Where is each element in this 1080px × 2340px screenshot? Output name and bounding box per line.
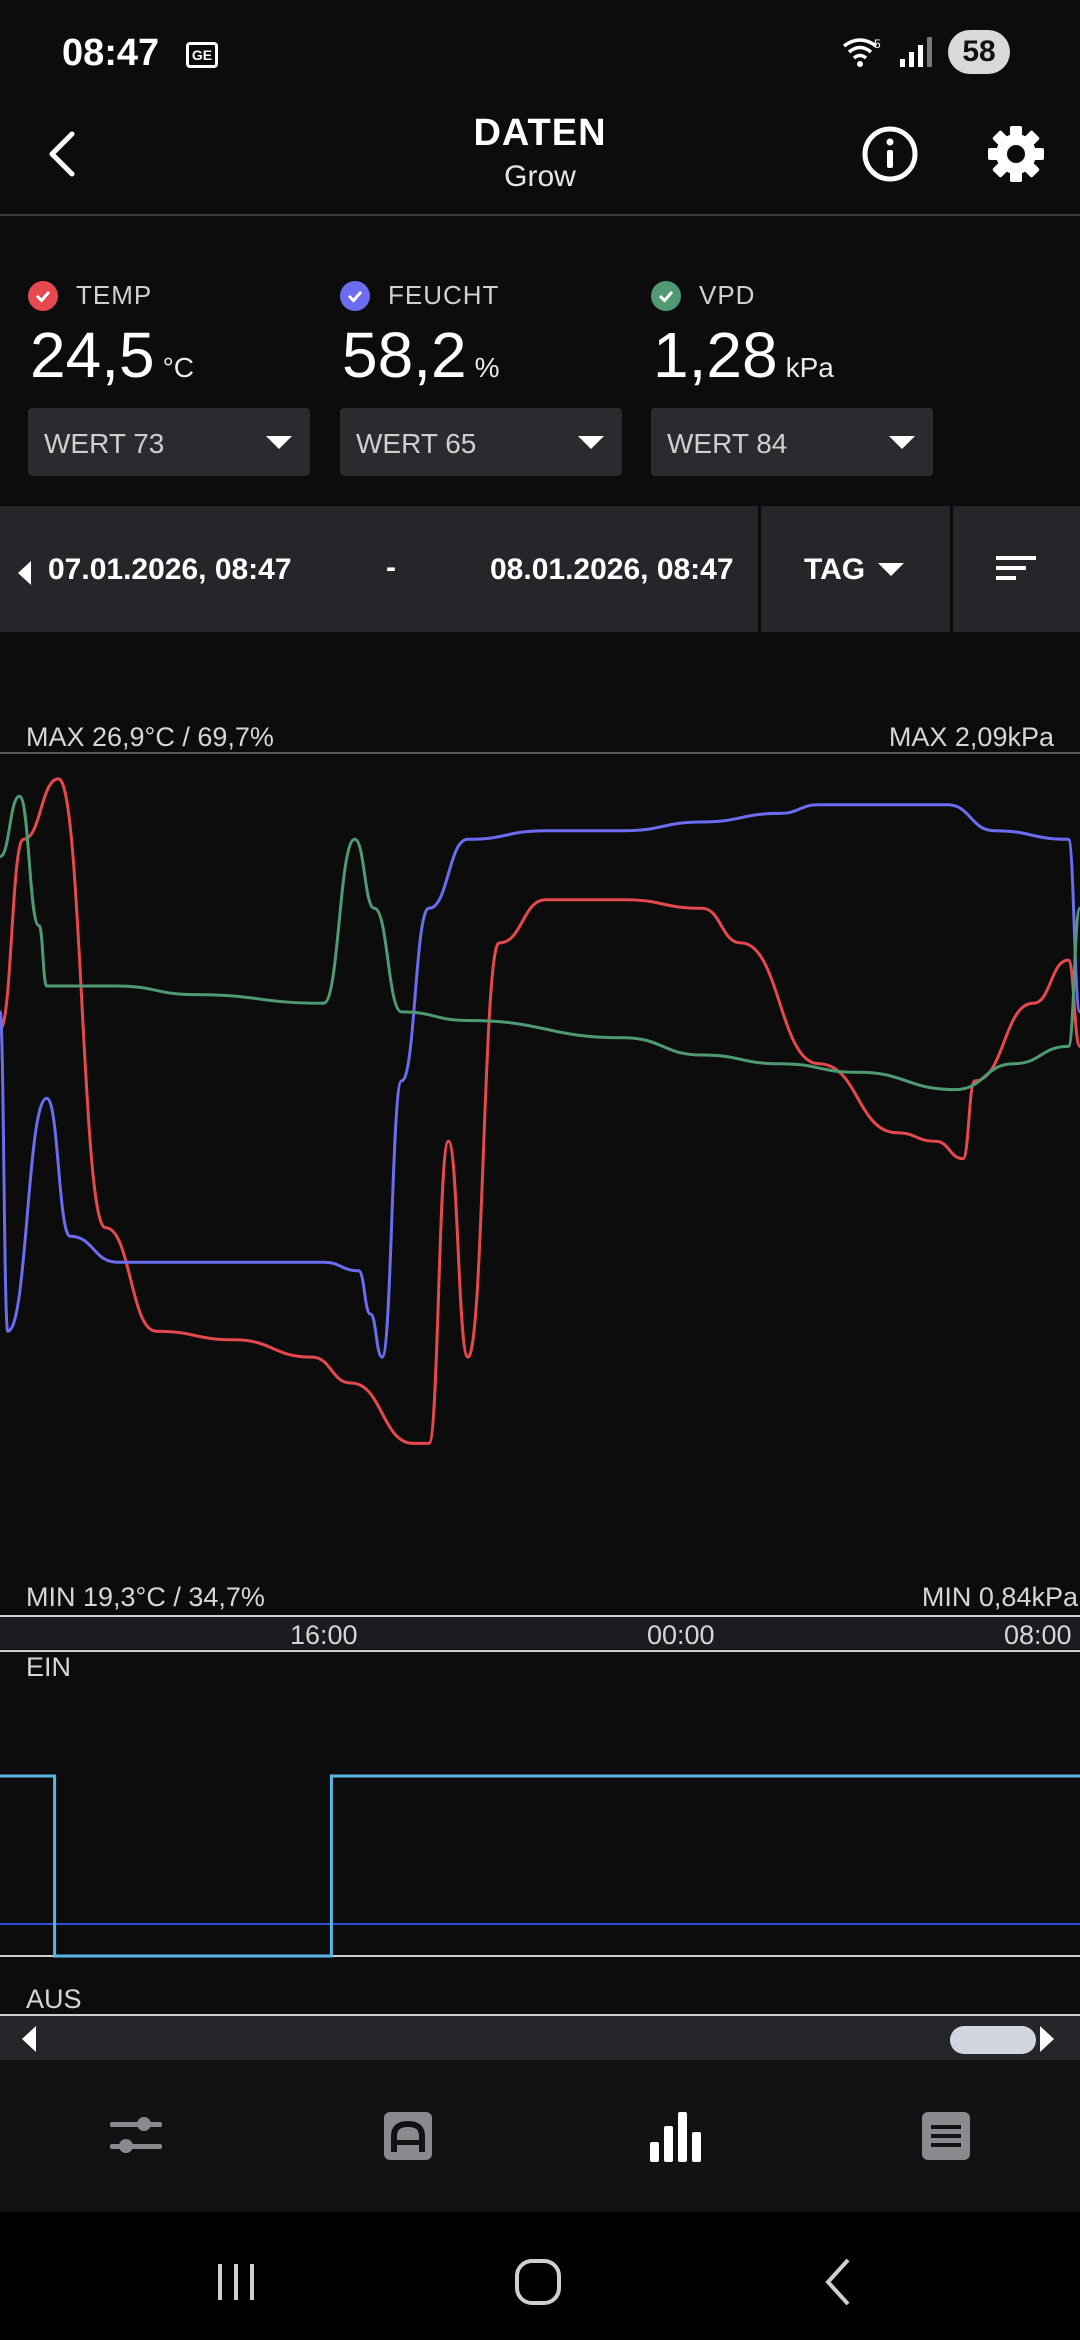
time-tick-label: 00:00 [647,1620,715,1650]
range-prev-arrow-icon[interactable] [18,561,31,585]
caret-down-icon [889,436,915,449]
back-button[interactable] [36,124,96,184]
sensor-label: VPD [699,280,756,310]
page-subtitle: Grow [504,160,576,193]
time-axis [0,1617,1080,1649]
divider [950,506,953,632]
vpd-value-select[interactable]: WERT 84 [651,408,933,476]
page-title: DATEN [473,112,607,154]
series-line-temp [0,777,1080,1445]
nav-log[interactable] [916,2106,976,2166]
system-nav-bar [0,2212,1080,2340]
off-label: AUS [26,1984,82,2014]
info-icon [862,126,918,182]
series-line-feucht [0,803,1080,1359]
humidity-unit: % [474,352,500,383]
bottom-nav [0,2060,1080,2212]
range-separator: - [386,551,396,584]
sort-button[interactable] [952,506,1080,632]
scrollbar-track[interactable] [0,2016,1080,2060]
caret-down-icon [266,436,292,449]
series-layer [0,777,1080,1445]
caret-down-icon [578,436,604,449]
select-value: WERT 84 [667,428,788,459]
vpd-unit: kPa [785,352,834,383]
check-icon [651,280,681,311]
recent-apps-icon [218,2264,254,2300]
humidity-value: 58,2 [342,319,467,391]
vpd-value: 1,28 [653,319,778,391]
min-right-label: MIN 0,84kPa [921,1582,1078,1612]
signal-icon [900,37,932,67]
period-value: TAG [804,553,866,586]
sort-icon [996,556,1036,580]
settings-button[interactable] [982,120,1050,188]
app-header: DATEN Grow [0,100,1080,216]
sensor-value: 24,5 °C [30,318,194,392]
switch-layer [0,1774,1080,1958]
wifi-icon: 5 [842,37,881,67]
scroll-left-icon[interactable] [22,2026,36,2052]
back-arrow-icon [825,2258,850,2306]
scroll-right-icon[interactable] [1040,2026,1054,2052]
sensor-label: TEMP [76,280,153,310]
range-end[interactable]: 08.01.2026, 08:47 [490,553,734,586]
series-line-vpd [0,794,1080,1092]
scrollbar-thumb[interactable] [950,2026,1036,2054]
home-icon [515,2259,561,2305]
carrier-icon: GE [186,42,218,68]
sensor-value: 1,28 kPa [653,318,834,392]
check-icon [28,280,58,311]
temp-value-select[interactable]: WERT 73 [28,408,310,476]
status-bar: 08:47 GE 5 58 [0,0,1080,100]
status-time: 08:47 [62,32,160,74]
humidity-value-select[interactable]: WERT 65 [340,408,622,476]
sensor-readouts: TEMP 24,5 °C WERT 73 FEUCHT 58,2% WERT 65 [0,218,1080,506]
nav-controls[interactable] [106,2106,166,2166]
time-tick-label: 16:00 [290,1620,358,1650]
bar-chart-icon [650,2112,701,2162]
date-range-bar: 07.01.2026, 08:47 - 08.01.2026, 08:47 TA… [0,506,1080,632]
sensor-label: FEUCHT [388,280,500,310]
time-tick-label: 08:00 [1004,1620,1072,1650]
range-start[interactable]: 07.01.2026, 08:47 [48,553,292,586]
nav-data[interactable] [646,2106,706,2166]
on-label: EIN [26,1652,72,1682]
period-select[interactable]: TAG [762,506,950,632]
select-value: WERT 73 [44,428,165,459]
svg-text:5: 5 [874,37,881,51]
select-value: WERT 65 [356,428,477,459]
temp-value: 24,5 [30,319,155,391]
status-icons: 5 58 [840,30,1010,74]
divider [758,506,761,632]
sensor-value: 58,2% [342,318,499,392]
min-left-label: MIN 19,3°C / 34,7% [26,1582,265,1612]
chevron-left-icon [49,131,75,177]
caret-down-icon [878,563,904,576]
switch-chart[interactable] [0,1654,1080,2060]
sliders-icon [110,2117,162,2153]
max-right-label: MAX 2,09kPa [888,722,1054,752]
max-left-label: MAX 26,9°C / 69,7% [26,722,274,752]
switch-line [0,1774,1080,1958]
home-button[interactable] [508,2252,568,2312]
check-icon [340,280,370,311]
sensor-chart[interactable] [0,632,1080,1684]
nav-device[interactable] [378,2106,438,2166]
info-button[interactable] [858,122,922,186]
list-icon [922,2112,970,2160]
temp-unit: °C [162,352,194,383]
car-seat-icon [384,2112,432,2160]
gear-icon [988,126,1044,182]
system-back-button[interactable] [810,2252,870,2312]
battery-indicator: 58 [948,30,1010,74]
recent-apps-button[interactable] [206,2252,266,2312]
